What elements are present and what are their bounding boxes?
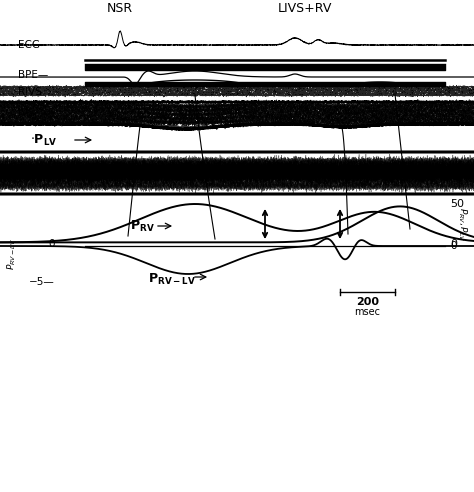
- Text: IVS: IVS: [18, 108, 35, 118]
- Text: −5—: −5—: [29, 277, 55, 287]
- Text: BPE—: BPE—: [18, 70, 48, 80]
- Text: LIVS+RV: LIVS+RV: [278, 2, 332, 16]
- Text: RIVS: RIVS: [18, 87, 42, 97]
- Text: 0: 0: [48, 239, 55, 249]
- Text: ECG: ECG: [18, 40, 40, 50]
- Text: $P_{RV}, P_{LV}$: $P_{RV}, P_{LV}$: [456, 207, 468, 241]
- Text: $P_{RV-LV}$: $P_{RV-LV}$: [6, 238, 18, 270]
- Text: 0: 0: [450, 239, 457, 249]
- Text: 50: 50: [450, 199, 464, 209]
- Text: $\mathbf{P_{RV-LV}}$: $\mathbf{P_{RV-LV}}$: [148, 272, 196, 286]
- Text: NSR: NSR: [107, 2, 133, 16]
- Text: PW: PW: [18, 169, 35, 179]
- Text: 200: 200: [356, 297, 379, 307]
- Text: 0: 0: [450, 241, 456, 251]
- Text: $\mathbf{P_{RV}}$: $\mathbf{P_{RV}}$: [130, 218, 155, 234]
- Text: $\cdot\mathbf{P_{LV}}$: $\cdot\mathbf{P_{LV}}$: [30, 132, 57, 148]
- Text: msec: msec: [355, 307, 381, 317]
